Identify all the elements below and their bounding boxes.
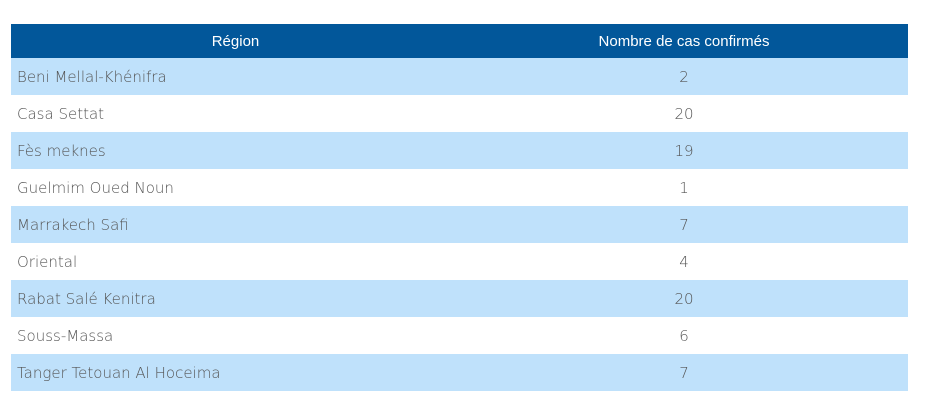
region-cell: Guelmim Oued Noun [11, 169, 460, 206]
header-row: Région Nombre de cas confirmés [11, 24, 908, 58]
region-cell: Marrakech Safi [11, 206, 460, 243]
table-row: Souss-Massa 6 [11, 317, 908, 354]
count-cell: 7 [460, 206, 908, 243]
count-cell: 20 [460, 280, 908, 317]
count-cell: 19 [460, 132, 908, 169]
count-cell: 1 [460, 169, 908, 206]
count-cell: 4 [460, 243, 908, 280]
region-cell: Tanger Tetouan Al Hoceima [11, 354, 460, 391]
table-row: Beni Mellal-Khénifra 2 [11, 58, 908, 95]
count-cell: 20 [460, 95, 908, 132]
table-row: Marrakech Safi 7 [11, 206, 908, 243]
table-row: Rabat Salé Kenitra 20 [11, 280, 908, 317]
table-row: Guelmim Oued Noun 1 [11, 169, 908, 206]
region-cell: Fès meknes [11, 132, 460, 169]
region-cell: Beni Mellal-Khénifra [11, 58, 460, 95]
table-row: Fès meknes 19 [11, 132, 908, 169]
region-cell: Souss-Massa [11, 317, 460, 354]
table-row: Tanger Tetouan Al Hoceima 7 [11, 354, 908, 391]
cases-table: Région Nombre de cas confirmés Beni Mell… [11, 24, 908, 391]
count-cell: 6 [460, 317, 908, 354]
table-row: Oriental 4 [11, 243, 908, 280]
header-cell: Région [11, 24, 460, 58]
count-cell: 7 [460, 354, 908, 391]
region-cell: Rabat Salé Kenitra [11, 280, 460, 317]
region-cell: Casa Settat [11, 95, 460, 132]
table-row: Casa Settat 20 [11, 95, 908, 132]
header-cell: Nombre de cas confirmés [460, 24, 908, 58]
table-body: Beni Mellal-Khénifra 2 Casa Settat 20 Fès me… [11, 58, 908, 391]
region-cell: Oriental [11, 243, 460, 280]
count-cell: 2 [460, 58, 908, 95]
